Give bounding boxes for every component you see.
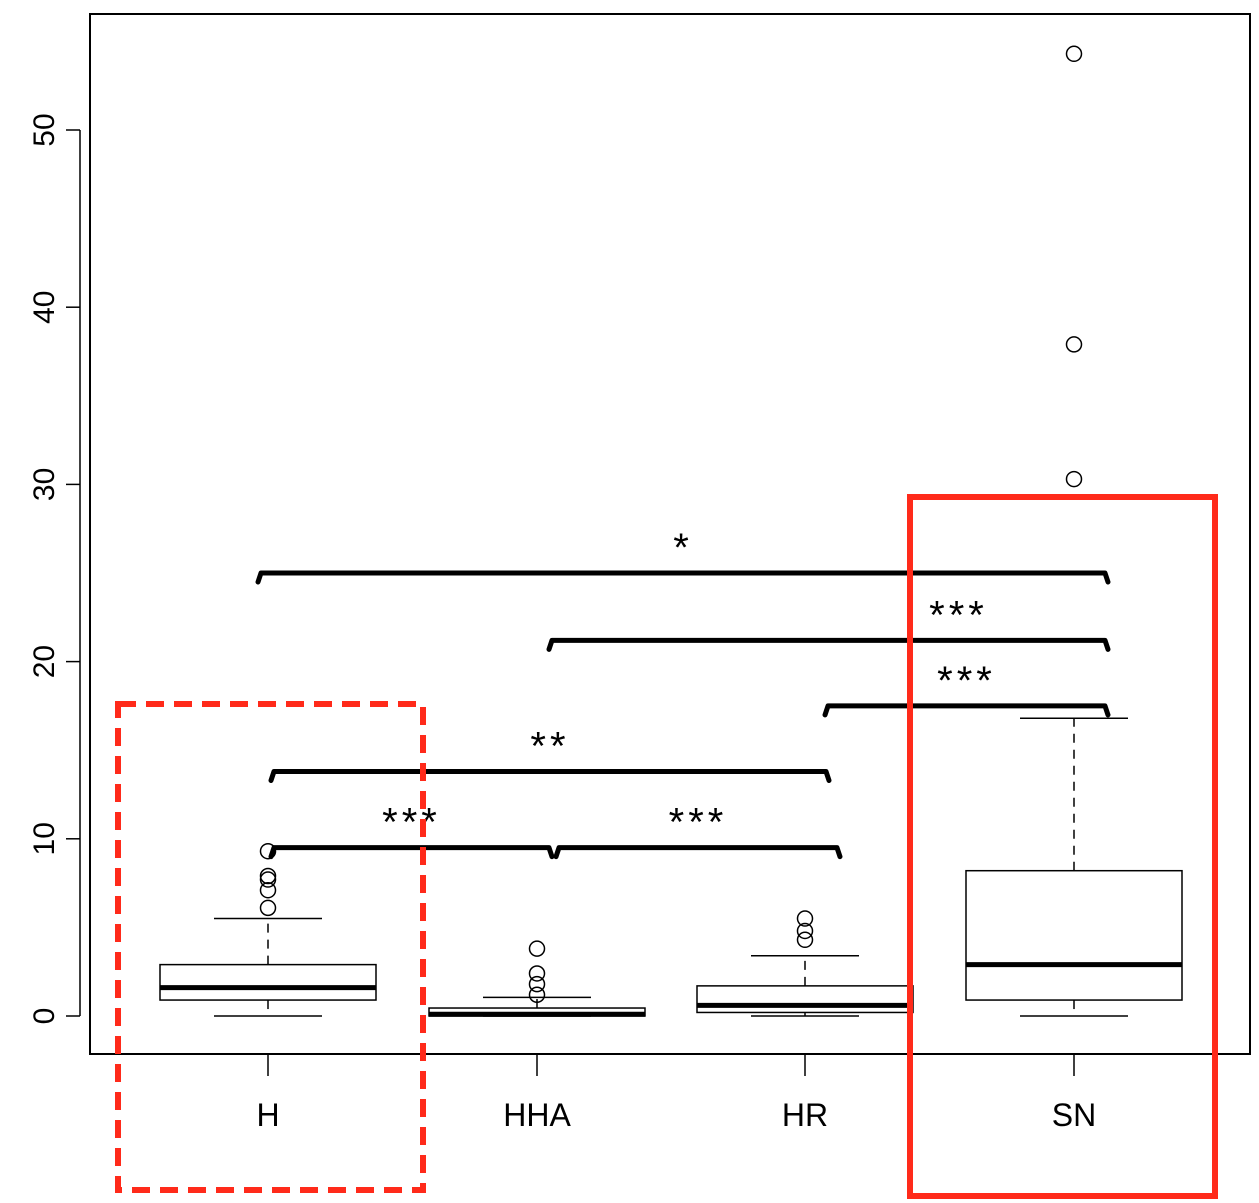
x-tick-label-SN: SN — [1052, 1097, 1096, 1133]
significance-brackets: ************ *** — [255, 526, 1111, 860]
outlier-HHA-0 — [528, 986, 546, 1003]
outlier-SN-2 — [1065, 45, 1083, 63]
x-tick-label-HR: HR — [782, 1097, 828, 1133]
y-tick-label-10: 10 — [28, 822, 61, 855]
bracket-line-HR-SN — [822, 703, 1111, 718]
y-tick-label-40: 40 — [28, 291, 61, 324]
significance-label-H-HHA: *** — [382, 801, 441, 845]
y-tick-label-0: 0 — [28, 1008, 61, 1025]
significance-label-H-SN: * — [673, 526, 693, 570]
x-axis: H HHA HR SN — [256, 1054, 1096, 1133]
y-tick-label-50: 50 — [28, 113, 61, 146]
significance-label-HR-SN: *** — [937, 659, 996, 703]
box-H — [159, 842, 377, 1017]
significance-bracket-H-HHA: *** — [268, 801, 555, 860]
outlier-HR-2 — [796, 910, 814, 927]
outlier-H-1 — [259, 881, 277, 899]
significance-bracket-HHA-SN: *** — [546, 593, 1111, 652]
outlier-HHA-1 — [528, 975, 546, 993]
outlier-HR-0 — [796, 931, 814, 949]
box-body-SN — [965, 869, 1183, 1001]
outlier-SN-1 — [1065, 336, 1083, 353]
bracket-line-HHA-HR — [553, 845, 843, 860]
box-HR — [696, 910, 914, 1017]
significance-label-H-HR: ** — [530, 724, 569, 768]
significance-bracket-H-SN: * — [255, 526, 1111, 585]
y-tick-label-30: 30 — [28, 468, 61, 501]
x-tick-label-HHA: HHA — [503, 1097, 571, 1133]
box-HHA — [428, 940, 646, 1017]
box-body-H — [159, 963, 377, 1001]
y-tick-label-20: 20 — [28, 645, 61, 678]
box-SN — [965, 45, 1183, 1017]
outlier-HR-1 — [796, 922, 814, 940]
bracket-line-H-HR — [268, 768, 832, 783]
outlier-H-0 — [259, 899, 277, 917]
significance-bracket-HHA-HR: *** — [553, 801, 843, 860]
outlier-H-4 — [259, 842, 277, 860]
y-axis: 0 10 20 30 40 50 — [28, 113, 81, 1025]
significance-bracket-HR-SN: *** — [822, 659, 1111, 718]
outlier-H-2 — [259, 871, 277, 888]
outlier-HHA-3 — [528, 940, 546, 957]
boxes — [159, 45, 1183, 1017]
highlight-H — [115, 701, 426, 1193]
outlier-H-3 — [259, 867, 277, 885]
outlier-HHA-2 — [528, 965, 546, 982]
plot-frame — [89, 13, 1251, 1055]
significance-bracket-H-HR: ** — [268, 724, 832, 783]
significance-label-HHA-SN: *** — [929, 593, 988, 637]
bracket-line-HHA-SN — [546, 637, 1111, 652]
highlight-SN — [907, 494, 1218, 1199]
bracket-line-H-SN — [255, 570, 1111, 585]
x-tick-label-H: H — [256, 1097, 279, 1133]
bracket-line-H-HHA — [268, 845, 555, 860]
significance-label-HHA-HR: *** — [669, 801, 728, 845]
box-body-HR — [696, 985, 914, 1014]
highlight-boxes — [115, 494, 1218, 1199]
outlier-SN-0 — [1065, 470, 1083, 488]
